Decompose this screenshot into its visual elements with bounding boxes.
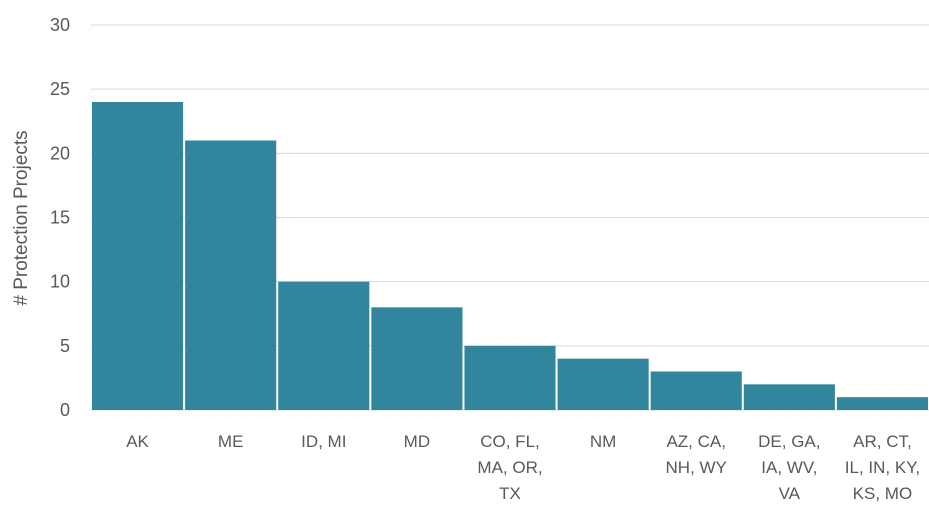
bar xyxy=(185,140,277,410)
x-category-label-line: DE, GA, xyxy=(758,432,820,451)
bar xyxy=(743,384,835,410)
bar xyxy=(371,307,463,410)
bar xyxy=(92,102,184,410)
y-axis-ticks: 0 5 10 15 20 25 30 xyxy=(50,15,70,420)
x-category-label: DE, GA, IA, WV, VA xyxy=(758,432,820,503)
x-category-label-line: ME xyxy=(218,432,244,451)
y-tick-label: 10 xyxy=(50,272,70,292)
x-category-label-line: VA xyxy=(779,484,801,503)
bar xyxy=(278,281,370,410)
x-category-label-line: AR, CT, xyxy=(853,432,912,451)
x-category-label-line: NH, WY xyxy=(666,458,727,477)
x-category-label: MD xyxy=(404,432,430,451)
x-category-label: ID, MI xyxy=(301,432,346,451)
bar xyxy=(464,345,556,410)
x-category-label-line: AZ, CA, xyxy=(666,432,726,451)
x-category-label: AK xyxy=(126,432,149,451)
bar xyxy=(650,371,742,410)
x-category-label-line: TX xyxy=(499,484,521,503)
x-category-label-line: CO, FL, xyxy=(480,432,540,451)
bar xyxy=(557,358,649,410)
x-category-label-line: ID, MI xyxy=(301,432,346,451)
x-category-label-line: KS, MO xyxy=(853,484,913,503)
y-tick-label: 20 xyxy=(50,143,70,163)
x-category-label-line: IA, WV, xyxy=(761,458,817,477)
y-tick-label: 5 xyxy=(60,336,70,356)
x-category-label-line: NM xyxy=(590,432,616,451)
y-tick-label: 0 xyxy=(60,400,70,420)
x-category-label: AZ, CA, NH, WY xyxy=(666,432,727,477)
y-tick-label: 30 xyxy=(50,15,70,35)
x-category-label-line: MA, OR, xyxy=(477,458,542,477)
y-tick-label: 15 xyxy=(50,208,70,228)
x-category-label: NM xyxy=(590,432,616,451)
y-tick-label: 25 xyxy=(50,79,70,99)
x-category-label-line: IL, IN, KY, xyxy=(845,458,920,477)
x-axis-categories: AK ME ID, MI MD CO, FL, MA, OR, TX NM AZ, CA, NH,… xyxy=(126,432,920,503)
y-axis-title: # Protection Projects xyxy=(11,130,32,305)
x-category-label: AR, CT, IL, IN, KY, KS, MO xyxy=(845,432,920,503)
x-category-label-line: AK xyxy=(126,432,149,451)
bars xyxy=(92,102,928,410)
x-category-label: CO, FL, MA, OR, TX xyxy=(477,432,542,503)
x-category-label-line: MD xyxy=(404,432,430,451)
x-category-label: ME xyxy=(218,432,244,451)
bar xyxy=(836,397,928,410)
